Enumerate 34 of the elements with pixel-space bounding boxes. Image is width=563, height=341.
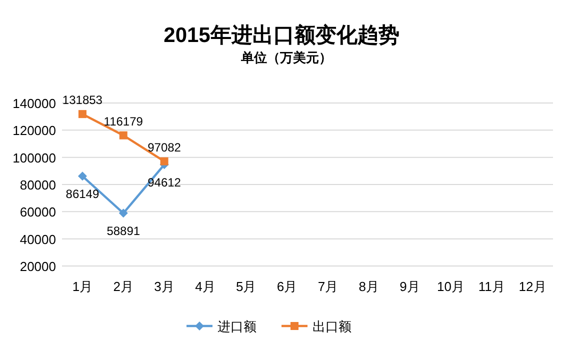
y-tick-label: 120000 (12, 123, 56, 138)
x-tick-label: 4月 (195, 279, 216, 294)
x-tick-label: 2月 (113, 279, 134, 294)
chart-subtitle: 单位（万美元） (240, 50, 332, 65)
x-tick-label: 7月 (318, 279, 338, 294)
point (78, 110, 86, 118)
data-label: 58891 (106, 224, 140, 238)
legend-label: 出口额 (312, 319, 352, 334)
data-label: 86149 (66, 187, 100, 202)
x-tick-label: 1月 (72, 279, 93, 294)
y-tick-label: 40000 (20, 232, 56, 247)
y-tick-label: 80000 (20, 178, 56, 192)
point (160, 157, 168, 166)
x-tick-label: 9月 (400, 279, 420, 294)
data-label: 131853 (62, 93, 103, 108)
point (118, 208, 128, 218)
legend-label: 进口额 (218, 319, 256, 334)
data-label: 97082 (148, 140, 182, 154)
point (78, 172, 87, 181)
x-tick-label: 8月 (358, 279, 379, 294)
y-tick-label: 140000 (12, 96, 56, 111)
point (119, 131, 128, 140)
y-tick-label: 20000 (20, 259, 56, 274)
x-tick-label: 3月 (154, 279, 174, 294)
y-tick-label: 100000 (12, 150, 56, 166)
y-tick-label: 60000 (20, 204, 56, 220)
x-tick-label: 6月 (276, 279, 298, 294)
chart-title: 2015年进出口额变化趋势 (164, 23, 400, 47)
data-label: 116179 (104, 114, 144, 128)
data-label: 94612 (148, 176, 182, 190)
x-tick-label: 5月 (236, 279, 256, 294)
x-tick-label: 12月 (518, 279, 546, 294)
x-tick-label: 11月 (478, 279, 505, 294)
x-tick-label: 10月 (436, 279, 464, 294)
